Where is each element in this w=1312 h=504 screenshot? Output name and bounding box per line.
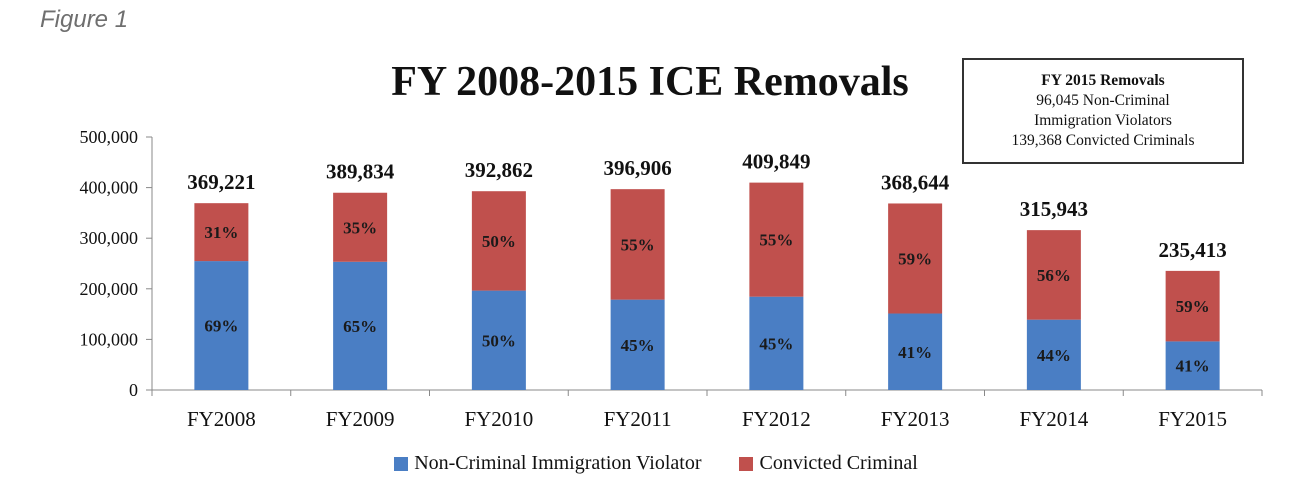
bar-total-label: 396,906 (604, 156, 672, 180)
bar-percent-label-convicted-criminal: 59% (898, 249, 932, 268)
x-category-label: FY2008 (187, 407, 256, 431)
info-box-heading: FY 2015 Removals (1041, 72, 1165, 89)
chart-title: FY 2008-2015 ICE Removals (391, 59, 909, 105)
bar-percent-label-non-criminal: 45% (759, 334, 793, 353)
info-box-line-3: 139,368 Convicted Criminals (1011, 132, 1195, 149)
x-category-label: FY2009 (326, 407, 395, 431)
bar-total-label: 369,221 (187, 170, 255, 194)
y-tick-label: 400,000 (80, 178, 139, 198)
bar-segment-non-criminal (1165, 341, 1220, 390)
y-tick-label: 300,000 (80, 228, 139, 248)
legend-swatch-convicted-criminal (739, 456, 754, 471)
bar-segment-convicted-criminal (749, 182, 804, 297)
x-category-label: FY2012 (742, 407, 811, 431)
bar-total-label: 235,413 (1159, 238, 1227, 262)
x-category-label: FY2014 (1019, 407, 1088, 431)
x-category-label: FY2010 (464, 407, 533, 431)
bar-percent-label-non-criminal: 50% (482, 331, 516, 350)
info-box-line-2: Immigration Violators (1034, 112, 1172, 129)
info-box-line-1: 96,045 Non-Criminal (1036, 92, 1170, 109)
bar-segment-non-criminal (194, 261, 249, 390)
legend-label-non-criminal: Non-Criminal Immigration Violator (414, 452, 702, 474)
bar-percent-label-convicted-criminal: 31% (204, 223, 238, 242)
bar-percent-label-non-criminal: 69% (204, 317, 238, 336)
y-tick-label: 200,000 (80, 279, 139, 299)
bar-percent-label-non-criminal: 41% (1176, 357, 1210, 376)
bar-segment-convicted-criminal (333, 192, 388, 262)
bar-segment-non-criminal (888, 313, 943, 390)
legend-item-convicted-criminal: Convicted Criminal (739, 452, 918, 475)
fy2015-removals-box: FY 2015 Removals 96,045 Non-Criminal Imm… (962, 58, 1244, 164)
y-tick-label: 100,000 (80, 329, 139, 349)
x-category-label: FY2015 (1158, 407, 1227, 431)
bar-percent-label-convicted-criminal: 56% (1037, 266, 1071, 285)
x-category-label: FY2013 (881, 407, 950, 431)
legend-swatch-non-criminal (394, 456, 409, 471)
bar-segment-non-criminal (471, 290, 526, 390)
bar-percent-label-non-criminal: 45% (621, 336, 655, 355)
bar-segment-non-criminal (333, 261, 388, 390)
bar-segment-convicted-criminal (194, 203, 249, 262)
bar-total-label: 389,834 (326, 160, 395, 184)
bar-percent-label-convicted-criminal: 59% (1176, 297, 1210, 316)
bar-segment-convicted-criminal (610, 189, 665, 300)
bar-percent-label-convicted-criminal: 50% (482, 232, 516, 251)
figure-label: Figure 1 (40, 6, 129, 33)
bar-segment-non-criminal (749, 296, 804, 390)
bar-percent-label-convicted-criminal: 55% (759, 231, 793, 250)
bar-total-label: 409,849 (742, 150, 810, 174)
bar-total-label: 392,862 (465, 158, 533, 182)
bar-percent-label-non-criminal: 41% (898, 343, 932, 362)
bar-percent-label-non-criminal: 44% (1037, 346, 1071, 365)
legend: Non-Criminal Immigration Violator Convic… (0, 452, 1312, 475)
bar-percent-label-non-criminal: 65% (343, 317, 377, 336)
bar-segment-convicted-criminal (1026, 230, 1081, 320)
bar-segment-non-criminal (610, 299, 665, 390)
bar-segment-convicted-criminal (1165, 270, 1220, 342)
bar-total-label: 315,943 (1020, 197, 1088, 221)
y-tick-label: 500,000 (80, 127, 139, 147)
y-tick-label: 0 (129, 380, 138, 400)
bar-percent-label-convicted-criminal: 35% (343, 218, 377, 237)
bar-segment-convicted-criminal (888, 203, 943, 314)
x-category-label: FY2011 (604, 407, 672, 431)
legend-label-convicted-criminal: Convicted Criminal (759, 452, 918, 474)
legend-item-non-criminal: Non-Criminal Immigration Violator (394, 452, 701, 475)
bar-percent-label-convicted-criminal: 55% (621, 235, 655, 254)
bar-segment-non-criminal (1026, 319, 1081, 390)
bar-total-label: 368,644 (881, 170, 950, 194)
bar-segment-convicted-criminal (471, 191, 526, 291)
